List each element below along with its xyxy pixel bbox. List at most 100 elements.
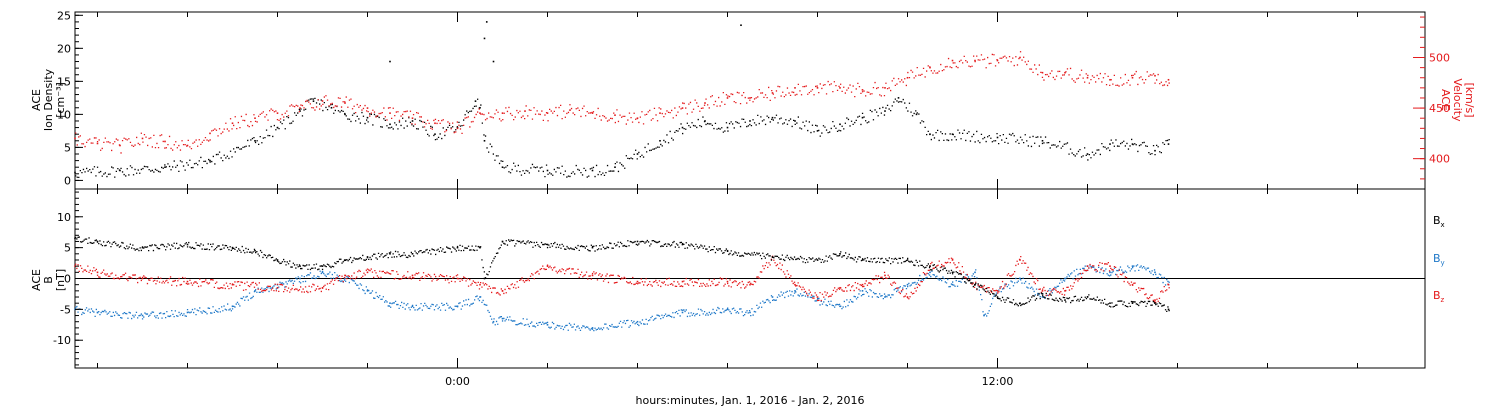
top-ytick-label-5: 25 (57, 9, 71, 22)
by-point-18 (591, 327, 594, 329)
bx-point-2 (141, 246, 144, 249)
bx-point-24 (839, 253, 841, 255)
by-point-20 (681, 311, 684, 314)
bx-point-17 (546, 243, 549, 246)
bx-point-3 (186, 243, 189, 246)
velocity-point-13 (366, 107, 369, 109)
top-y2tick-label-1: 450 (1429, 102, 1450, 115)
bz-point-16 (681, 280, 684, 283)
bx-point-4 (231, 246, 234, 249)
bz-point-10 (456, 277, 459, 280)
bot-ytick-label-1: -5 (60, 303, 71, 316)
density-spike-4 (389, 60, 391, 63)
density-point-4 (254, 139, 256, 142)
bz-point-32 (1064, 290, 1066, 292)
density-point-21 (614, 166, 616, 169)
velocity-dots (75, 51, 1170, 154)
density-point-13 (434, 133, 436, 135)
bx-point-18 (591, 246, 594, 249)
bz-point-15 (636, 280, 639, 283)
velocity-point-33 (816, 87, 819, 89)
density-point-31 (839, 123, 841, 126)
bz-point-23 (861, 283, 864, 286)
by-point-2 (141, 314, 144, 317)
velocity-point-25 (636, 117, 639, 119)
density-point-2 (164, 166, 166, 169)
bz-point-18 (749, 283, 751, 286)
bx-point-15 (483, 277, 486, 280)
velocity-point-39 (951, 59, 954, 62)
density-point-27 (749, 120, 751, 122)
bx-point-32 (1041, 293, 1044, 295)
bz-point-13 (546, 265, 549, 267)
bx-point-20 (681, 243, 684, 246)
by-point-33 (983, 314, 985, 317)
velocity-point-46 (1109, 78, 1111, 81)
velocity-point-7 (231, 122, 234, 125)
bz-point-36 (1154, 299, 1156, 301)
top-y2label-line-3: [km/s] (1463, 82, 1476, 117)
density-point-29 (794, 120, 796, 122)
by-point-36 (1041, 296, 1044, 298)
bx-point-5 (254, 249, 256, 252)
bx-point-16 (501, 240, 504, 243)
velocity-point-8 (254, 117, 256, 119)
bx-point-27 (929, 265, 931, 267)
by-point-26 (839, 305, 841, 308)
by-point-5 (254, 290, 256, 292)
velocity-point-38 (929, 66, 931, 69)
by-point-29 (906, 283, 909, 286)
bx-point-26 (906, 259, 909, 261)
density-point-44 (1167, 143, 1170, 145)
density-point-24 (681, 126, 684, 129)
bz-point-35 (1131, 283, 1134, 286)
velocity-point-49 (1167, 78, 1170, 81)
bz-point-11 (479, 283, 481, 286)
velocity-point-37 (906, 76, 909, 79)
by-point-11 (389, 302, 391, 304)
bx-point-37 (1154, 302, 1156, 304)
by-point-35 (1019, 277, 1021, 280)
bot-ytick-label-0: -10 (53, 334, 71, 347)
bz-point-37 (1167, 283, 1170, 286)
density-point-38 (996, 136, 999, 139)
x-axis-label: hours:minutes, Jan. 1, 2016 - Jan. 2, 20… (636, 394, 865, 407)
velocity-point-2 (119, 144, 121, 147)
bx-point-13 (456, 246, 459, 249)
bz-point-14 (591, 274, 594, 277)
bz-point-30 (1019, 259, 1021, 261)
by-point-27 (861, 290, 864, 292)
bx-point-22 (771, 256, 774, 258)
velocity-point-40 (974, 59, 976, 62)
bx-point-0 (74, 237, 76, 240)
bz-point-8 (366, 271, 369, 274)
density-point-20 (591, 169, 594, 172)
by-point-14 (479, 296, 481, 298)
by-point-4 (231, 305, 234, 308)
bx-point-10 (366, 256, 369, 258)
by-point-3 (186, 311, 189, 314)
bx-point-11 (389, 253, 391, 255)
bot-ytick-label-2: 0 (64, 273, 71, 286)
velocity-point-29 (726, 97, 729, 99)
velocity-point-28 (704, 102, 706, 104)
top-ytick-label-0: 0 (64, 174, 71, 187)
density-point-32 (861, 116, 864, 119)
by-point-21 (726, 308, 729, 311)
bz-point-27 (951, 259, 954, 261)
by-point-7 (299, 277, 301, 280)
top-y2label-line-1: ACE (1439, 89, 1452, 111)
bx-point-28 (951, 271, 954, 274)
top-y2tick-label-2: 500 (1429, 52, 1450, 65)
velocity-point-5 (186, 144, 189, 147)
bz-point-2 (141, 277, 144, 280)
velocity-point-10 (299, 107, 301, 109)
bottom-ylabel-line-1: ACE (30, 269, 43, 291)
density-point-5 (276, 126, 279, 129)
bz-point-3 (186, 280, 189, 283)
bx-point-12 (411, 253, 414, 255)
by-point-1 (96, 311, 99, 314)
density-point-41 (1109, 143, 1111, 145)
bz-point-24 (884, 274, 886, 277)
